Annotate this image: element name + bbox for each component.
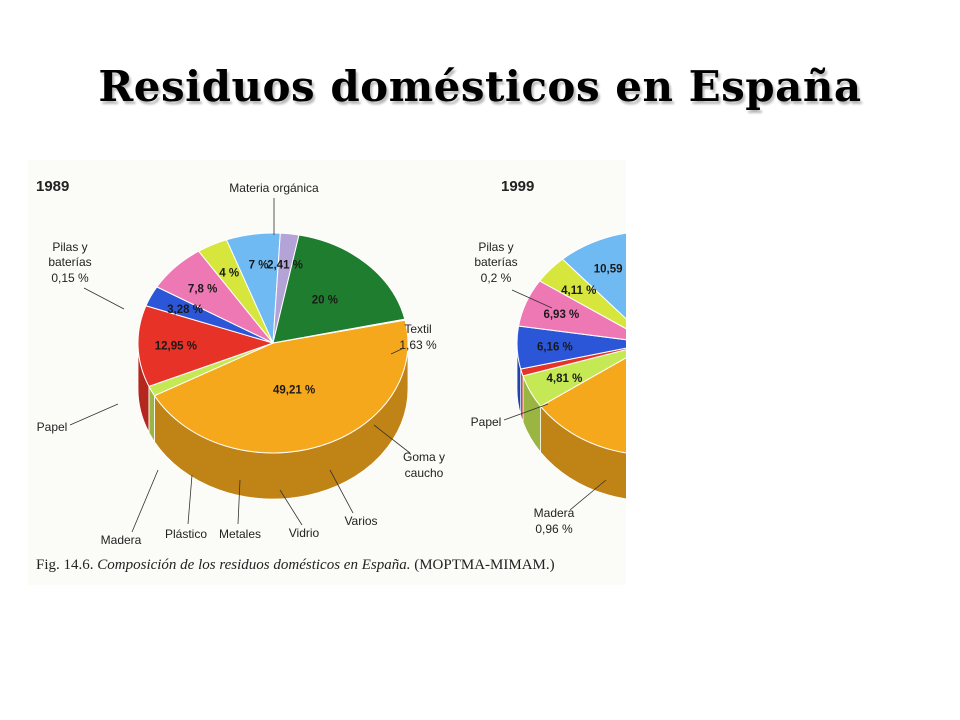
category-label-metales: Metales bbox=[219, 527, 261, 541]
pie-slice-plastico bbox=[561, 232, 626, 320]
leader-line bbox=[83, 287, 125, 310]
figure-caption: Fig. 14.6. Composición de los residuos d… bbox=[36, 557, 555, 574]
caption-source: (MOPTMA-MIMAM.) bbox=[414, 557, 555, 573]
pie-slice-papel bbox=[272, 234, 406, 344]
chart-year-label: 1999 bbox=[501, 178, 534, 195]
leader-line bbox=[390, 347, 405, 355]
leader-line bbox=[131, 469, 159, 533]
category-label-goma: caucho bbox=[405, 466, 444, 480]
category-label-madera: Madera bbox=[534, 506, 575, 520]
leader-line bbox=[237, 479, 241, 525]
slice-value-label: 4 % bbox=[219, 267, 239, 279]
category-label-papel: Papel bbox=[37, 420, 68, 434]
category-label-textil: Textil bbox=[404, 322, 431, 336]
category-label-papel: Papel bbox=[471, 415, 502, 429]
pie-slice-materia_organica bbox=[153, 319, 409, 454]
category-label-madera: 0,96 % bbox=[535, 522, 573, 536]
slice-value-label: 2,41 % bbox=[267, 259, 303, 271]
slice-value-label: 7 % bbox=[249, 260, 269, 272]
slice-value-label: 20 % bbox=[312, 295, 338, 307]
leader-line bbox=[69, 403, 119, 426]
category-label-vidrio: Vidrio bbox=[289, 526, 320, 540]
category-label-plastico: Plástico bbox=[165, 527, 207, 541]
pie-chart-1989: 49,21 % 12,95 % 3,28 % 7,8 %4 % 7 %2,41 % 20 … bbox=[36, 178, 445, 547]
pie-slice-pilas bbox=[272, 318, 406, 344]
category-label-varios: Varios bbox=[344, 514, 377, 528]
slice-value-label: 6,93 % bbox=[543, 309, 579, 321]
slide-title: Residuos domésticos en España bbox=[98, 62, 862, 111]
category-label-pilas: Pilas y bbox=[478, 240, 513, 254]
category-label-goma: Goma y bbox=[403, 450, 445, 464]
leader-line bbox=[569, 479, 607, 511]
category-label-textil: 1,63 % bbox=[399, 338, 437, 352]
pie-charts: 49,21 % 12,95 % 3,28 % 7,8 %4 % 7 %2,41 % 20 … bbox=[36, 178, 626, 547]
slice-value-label: 4,81 % bbox=[547, 373, 583, 385]
category-label-pilas: 0,2 % bbox=[481, 271, 512, 285]
leader-line bbox=[511, 289, 553, 309]
caption-description: Composición de los residuos domésticos e… bbox=[97, 557, 411, 573]
category-label-madera: Madera bbox=[101, 533, 142, 547]
category-label-pilas: baterías bbox=[474, 255, 517, 269]
leader-line bbox=[279, 489, 303, 526]
slice-value-label: 6,16 % bbox=[537, 341, 573, 353]
pie-slice-materia_organica bbox=[539, 357, 626, 454]
slice-value-label: 7,8 % bbox=[188, 283, 217, 295]
category-label-pilas: Pilas y bbox=[52, 240, 87, 254]
figure-panel: 49,21 % 12,95 % 3,28 % 7,8 % 4 % 7 % 2,41 % 20 … bbox=[28, 160, 626, 585]
category-label-pilas: baterías bbox=[48, 255, 91, 269]
pie-slice-goma bbox=[137, 305, 275, 387]
chart-year-label: 1989 bbox=[36, 178, 69, 195]
leader-line bbox=[373, 424, 411, 454]
slice-value-label: 10,59 % bbox=[594, 263, 626, 275]
slice-value-label: 3,28 % bbox=[167, 304, 203, 316]
pie-chart-1999: 44,06 %4,81 %6,16 %6,93 %4,11 %10,59 %0,… bbox=[471, 178, 626, 536]
leader-line bbox=[187, 474, 193, 525]
leader-line bbox=[503, 403, 549, 421]
caption-figure-number: Fig. 14.6. bbox=[36, 557, 94, 573]
slice-value-label: 12,95 % bbox=[155, 340, 197, 352]
slice-value-label: 49,21 % bbox=[273, 384, 315, 396]
slice-value-label: 4,11 % bbox=[561, 285, 596, 297]
category-label-pilas: 0,15 % bbox=[51, 271, 89, 285]
leader-line bbox=[329, 469, 354, 514]
category-label-materia_organica: Materia orgánica bbox=[229, 181, 319, 195]
